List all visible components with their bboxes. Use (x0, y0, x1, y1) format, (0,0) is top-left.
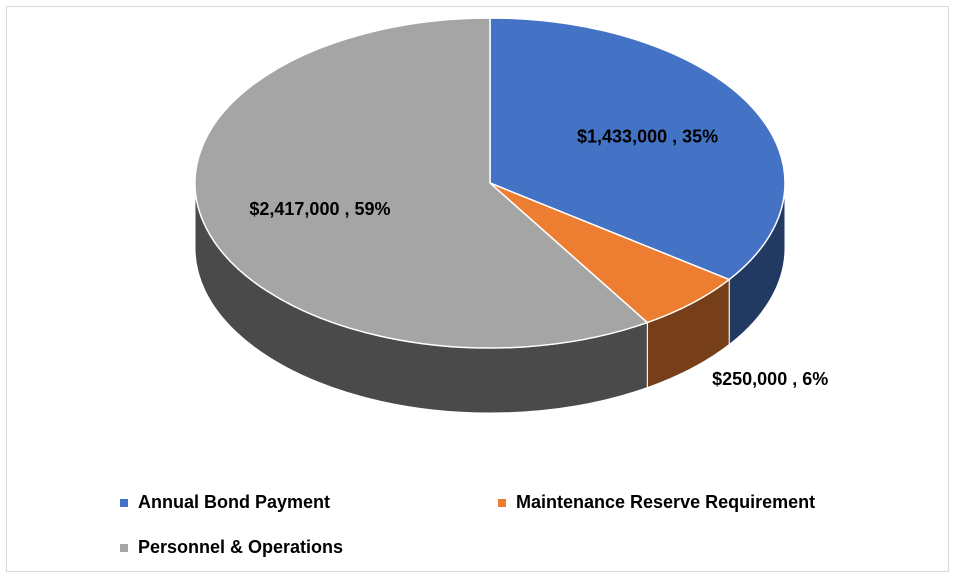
data-label: $1,433,000 , 35% (577, 127, 718, 147)
data-label: $2,417,000 , 59% (249, 199, 390, 219)
data-label: $250,000 , 6% (712, 369, 828, 389)
legend-label: Annual Bond Payment (138, 492, 330, 512)
legend-swatch (498, 499, 506, 507)
slice (194, 17, 649, 349)
legend-label: Personnel & Operations (138, 537, 343, 557)
legend-swatch (120, 544, 128, 552)
slice (489, 17, 786, 281)
legend-swatch (120, 499, 128, 507)
legend-label: Maintenance Reserve Requirement (516, 492, 815, 512)
